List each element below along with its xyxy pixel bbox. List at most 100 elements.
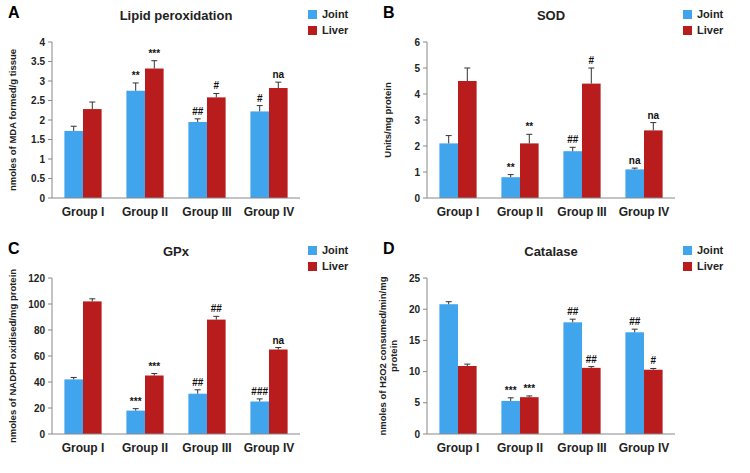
y-tick (48, 120, 52, 121)
bar (64, 131, 83, 198)
y-tick-label: 6 (414, 37, 420, 48)
figure: ALipid peroxidationnmoles of MDA formed/… (0, 0, 750, 473)
y-tick (48, 42, 52, 43)
y-axis-label-line: protein (388, 340, 399, 372)
bar (458, 366, 477, 434)
legend-label: Joint (697, 244, 724, 256)
legend-label: Joint (322, 244, 349, 256)
bar (520, 143, 539, 198)
y-tick (48, 304, 52, 305)
error-bar (154, 61, 155, 69)
legend-swatch (308, 26, 317, 35)
panel: ALipid peroxidationnmoles of MDA formed/… (7, 4, 349, 219)
marks (64, 299, 287, 434)
error-cap (632, 329, 638, 330)
error-bar (73, 126, 74, 131)
error-bar (197, 390, 198, 394)
bar (269, 88, 288, 198)
x-tick-label: Group I (437, 205, 480, 219)
y-tick-label: 1.5 (31, 134, 45, 145)
bar (563, 322, 582, 434)
error-bar (216, 93, 217, 97)
panel-label: C (8, 240, 20, 257)
error-cap (275, 347, 281, 348)
annotation: # (651, 355, 657, 366)
panel-label: B (383, 4, 395, 21)
error-cap (508, 174, 514, 175)
legend-swatch (308, 10, 317, 19)
error-cap (195, 389, 201, 390)
panel: BSODUnits/mg protein0123456**##na**#naGr… (382, 4, 724, 219)
y-tick (423, 371, 427, 372)
y-axis-label-line: Units/mg protein (382, 82, 393, 158)
x-tick-label: Group IV (619, 441, 670, 455)
marks (439, 302, 662, 434)
panel: CGPxnmoles of NADPH oxidised/mg protein0… (7, 240, 349, 455)
x-tick-label: Group IV (244, 205, 295, 219)
bar (582, 84, 601, 198)
y-tick (423, 198, 427, 199)
y-axis (427, 278, 428, 434)
marks (439, 68, 662, 198)
y-tick-label: 2 (39, 115, 45, 126)
error-cap (570, 319, 576, 320)
annotation: na (647, 110, 659, 121)
y-tick-label: 20 (34, 403, 46, 414)
x-tick-label: Group III (557, 441, 606, 455)
bar (83, 109, 102, 198)
annotation: ## (629, 316, 641, 327)
y-axis-label: nmoles of NADPH oxidised/mg protein (7, 269, 18, 443)
error-bar (135, 83, 136, 91)
x-tick-label: Group I (437, 441, 480, 455)
legend-label: Liver (697, 24, 724, 36)
y-axis-label: nmoles of H2O2 consumed/min/mgprotein (377, 276, 399, 435)
y-axis-label: Units/mg protein (382, 82, 393, 158)
annotation: ** (132, 70, 140, 81)
error-bar (572, 147, 573, 151)
error-cap (588, 366, 594, 367)
error-bar (259, 106, 260, 112)
y-tick-label: 0 (39, 193, 45, 204)
error-cap (632, 168, 638, 169)
y-tick (48, 159, 52, 160)
y-tick-label: 2 (414, 141, 420, 152)
error-cap (133, 82, 139, 83)
x-tick-label: Group III (182, 205, 231, 219)
error-cap (133, 408, 139, 409)
error-cap (89, 102, 95, 103)
y-tick (48, 408, 52, 409)
title: SOD (537, 8, 565, 23)
legend-swatch (683, 26, 692, 35)
marks (64, 61, 287, 198)
error-bar (591, 68, 592, 84)
x-axis (427, 198, 675, 199)
annotation: *** (130, 396, 142, 407)
legend-swatch (308, 246, 317, 255)
error-cap (151, 373, 157, 374)
error-cap (446, 301, 452, 302)
y-tick (48, 278, 52, 279)
y-tick (48, 198, 52, 199)
bar (126, 91, 145, 198)
bar (188, 122, 207, 198)
annotation: ## (567, 134, 579, 145)
error-bar (653, 123, 654, 131)
y-tick (48, 382, 52, 383)
error-cap (464, 364, 470, 365)
annotation: na (272, 69, 284, 80)
annotation: *** (148, 48, 160, 59)
y-tick (48, 81, 52, 82)
x-tick-label: Group I (62, 441, 105, 455)
panel-label: A (8, 4, 20, 21)
x-tick-label: Group II (122, 205, 168, 219)
annotation: *** (505, 385, 517, 396)
legend-swatch (683, 262, 692, 271)
y-tick-label: 25 (409, 273, 421, 284)
y-tick-label: 5 (414, 63, 420, 74)
bar (269, 350, 288, 435)
y-tick-label: 40 (34, 377, 46, 388)
error-cap (650, 368, 656, 369)
y-tick (48, 330, 52, 331)
error-cap (464, 68, 470, 69)
error-bar (278, 82, 279, 88)
